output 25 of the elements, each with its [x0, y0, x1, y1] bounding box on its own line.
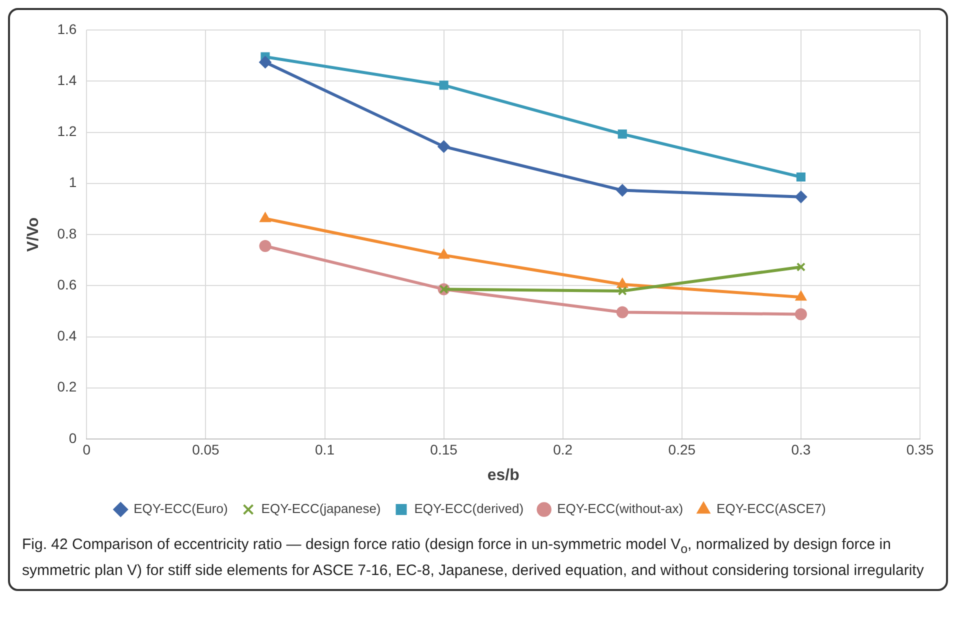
y-tick-label: 1.4 — [57, 72, 77, 88]
x-tick-label: 0.15 — [430, 441, 458, 458]
legend-label: EQY-ECC(without-ax) — [557, 501, 684, 516]
x-tick-label: 0.3 — [791, 441, 811, 458]
y-tick-label: 0.6 — [57, 276, 77, 292]
y-tick-label: 1 — [68, 174, 77, 190]
x-tick-label: 0 — [82, 441, 91, 458]
y-tick-label: 0.4 — [57, 328, 77, 344]
y-tick-label: 0.8 — [57, 225, 77, 242]
x-tick-label: 0.35 — [906, 441, 934, 458]
legend-label: EQY-ECC(japanese) — [261, 501, 381, 516]
x-tick-label: 0.25 — [668, 441, 696, 458]
caption: Fig. 42 Comparison of eccentricity ratio — design force ratio (design force in un-symmetric model V$_{o}$, normalized by design force in symmetric plan V) for stiff side elements for ASCE 7-16, EC-8, Japanese, derived equation, and without considering torsional irregularity — [21, 535, 925, 581]
legend-label: EQY-ECC(Euro) — [134, 501, 228, 516]
x-tick-label: 0.1 — [315, 441, 335, 458]
legend-label: EQY-ECC(ASCE7) — [716, 501, 826, 516]
x-tick-label: 0.2 — [553, 441, 573, 458]
y-tick-label: 1.2 — [57, 123, 77, 140]
legend-label: EQY-ECC(derived) — [414, 501, 524, 516]
x-axis-title: es/b — [487, 466, 520, 484]
y-axis-title: V/Vo — [25, 217, 42, 252]
y-tick-label: 0 — [68, 430, 77, 446]
x-tick-label: 0.05 — [192, 441, 220, 458]
y-tick-label: 0.2 — [57, 378, 77, 395]
y-tick-label: 1.6 — [57, 20, 77, 37]
